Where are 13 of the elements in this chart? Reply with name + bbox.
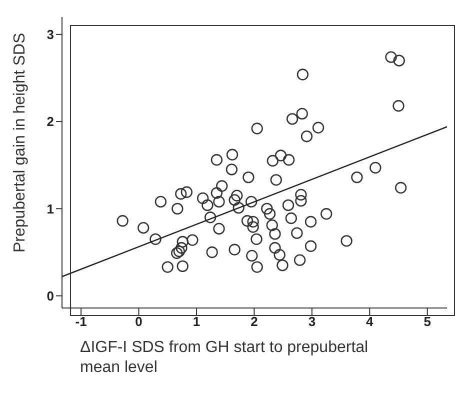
y-tick-label: 2 — [46, 114, 54, 130]
x-tick-label: -1 — [75, 314, 87, 330]
x-tick-label: 3 — [308, 314, 316, 330]
x-tick-label: 4 — [366, 314, 374, 330]
x-tick-label: 0 — [135, 314, 142, 330]
x-tick-label: 1 — [192, 314, 200, 330]
y-tick-label: 1 — [46, 201, 54, 216]
y-tick-label: 0 — [46, 288, 54, 304]
y-axis-title: Prepubertal gain in height SDS — [12, 32, 29, 252]
x-tick-label: 5 — [424, 314, 431, 330]
x-tick-label: 2 — [250, 314, 258, 330]
y-tick-label: 3 — [46, 27, 54, 42]
x-axis-title: ΔIGF-I SDS from GH start to prepubertal mean level — [80, 338, 370, 378]
